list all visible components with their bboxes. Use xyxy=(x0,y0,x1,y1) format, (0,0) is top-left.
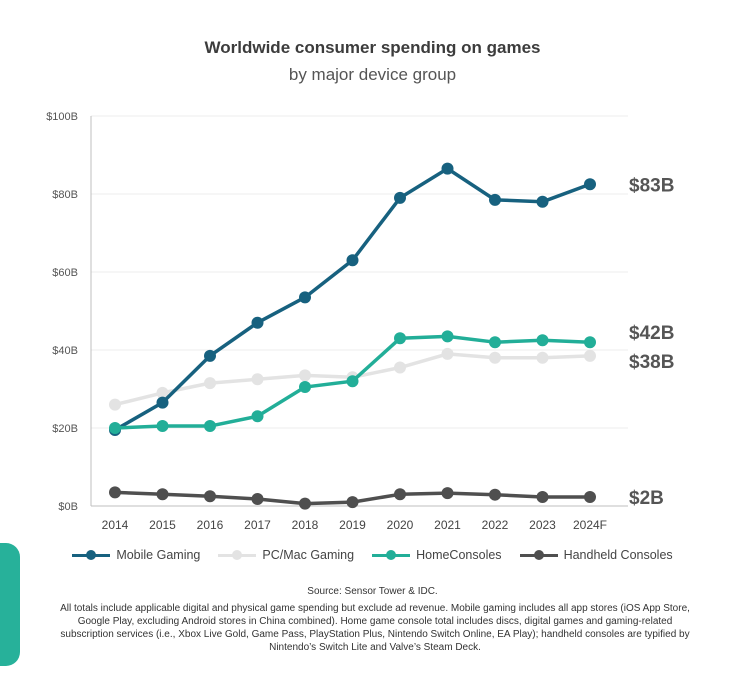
data-point xyxy=(156,488,169,501)
x-tick-label: 2014 xyxy=(102,518,129,532)
x-tick-label: 2024F xyxy=(573,518,607,532)
data-point xyxy=(584,491,596,504)
data-point xyxy=(109,486,121,499)
side-accent-tab xyxy=(0,543,20,666)
data-point xyxy=(251,492,264,505)
data-point xyxy=(299,381,311,394)
data-point xyxy=(204,420,216,433)
data-point xyxy=(394,488,406,501)
x-tick-label: 2021 xyxy=(434,518,461,532)
series xyxy=(109,162,596,510)
data-point xyxy=(204,377,216,390)
data-point xyxy=(441,162,454,175)
end-value-label: $2B xyxy=(629,488,664,509)
x-tick-label: 2018 xyxy=(292,518,319,532)
legend-swatch-dot xyxy=(533,550,544,560)
legend-item: HomeConsoles xyxy=(372,548,502,562)
legend-label: Mobile Gaming xyxy=(116,548,201,562)
data-point xyxy=(109,398,121,411)
legend-swatch-dot xyxy=(86,550,97,560)
legend-swatch xyxy=(72,549,111,561)
data-point xyxy=(156,396,169,409)
x-tick-label: 2019 xyxy=(339,518,366,532)
line-chart: $0B $20B $40B $60B $80B $100B 2014 2015 2016 2017… xyxy=(46,111,674,532)
data-point xyxy=(536,195,549,208)
data-point xyxy=(441,330,454,343)
legend-swatch-dot xyxy=(386,550,397,560)
legend-item: Mobile Gaming xyxy=(72,548,200,562)
legend-swatch xyxy=(372,549,411,561)
data-point xyxy=(489,488,501,501)
data-point xyxy=(584,178,596,191)
legend: Mobile Gaming PC/Mac Gaming HomeConsoles Ha… xyxy=(0,548,745,562)
data-point xyxy=(346,254,359,267)
data-point xyxy=(441,347,454,360)
data-point xyxy=(299,497,311,510)
legend-item: Handheld Consoles xyxy=(519,548,673,562)
data-point xyxy=(346,375,359,388)
data-point xyxy=(251,410,264,423)
legend-item: PC/Mac Gaming xyxy=(218,548,354,562)
end-value-label: $38B xyxy=(629,352,674,373)
chart-title: Worldwide consumer spending on games xyxy=(204,38,541,57)
data-point xyxy=(441,487,454,500)
data-point xyxy=(489,351,501,364)
legend-swatch xyxy=(218,549,257,561)
y-tick-label: $40B xyxy=(52,345,78,357)
chart-subtitle: by major device group xyxy=(288,65,457,84)
axes: $0B $20B $40B $60B $80B $100B 2014 2015 2016 2017… xyxy=(46,111,628,532)
source-note: Source: Sensor Tower & IDC. xyxy=(307,586,438,597)
end-labels: $83B $38B $42B $2B xyxy=(629,175,674,509)
data-point xyxy=(536,491,549,504)
end-value-label: $42B xyxy=(629,323,674,344)
x-tick-label: 2022 xyxy=(482,518,509,532)
legend-swatch-dot xyxy=(232,550,243,560)
data-point xyxy=(394,191,406,204)
data-point xyxy=(584,336,596,349)
data-point xyxy=(394,361,406,374)
y-tick-label: $0B xyxy=(58,501,78,513)
data-point xyxy=(204,490,216,503)
end-value-label: $83B xyxy=(629,175,674,196)
legend-swatch xyxy=(519,549,558,561)
data-point xyxy=(394,332,406,345)
series-line xyxy=(113,166,592,432)
x-tick-label: 2023 xyxy=(529,518,556,532)
data-point xyxy=(204,349,216,362)
legend-label: HomeConsoles xyxy=(416,548,502,562)
y-tick-label: $20B xyxy=(52,423,78,435)
x-tick-label: 2020 xyxy=(387,518,414,532)
data-point xyxy=(489,193,501,206)
data-point xyxy=(536,334,549,347)
data-point xyxy=(156,420,169,433)
x-tick-label: 2015 xyxy=(149,518,176,532)
y-tick-label: $100B xyxy=(46,111,78,123)
gridlines xyxy=(91,115,628,429)
data-point xyxy=(299,291,311,304)
legend-label: Handheld Consoles xyxy=(563,548,673,562)
y-tick-label: $60B xyxy=(52,267,78,279)
x-tick-label: 2016 xyxy=(197,518,224,532)
data-point xyxy=(156,386,169,399)
data-point xyxy=(299,369,311,382)
footnote: All totals include applicable digital an… xyxy=(60,603,690,653)
data-point xyxy=(109,422,121,434)
data-point xyxy=(489,336,501,349)
legend-label: PC/Mac Gaming xyxy=(262,548,355,562)
data-point xyxy=(536,351,549,364)
data-point xyxy=(584,349,596,362)
data-point xyxy=(251,316,264,329)
y-tick-label: $80B xyxy=(52,189,78,201)
data-point xyxy=(251,373,264,386)
data-point xyxy=(346,496,359,509)
x-tick-label: 2017 xyxy=(244,518,271,532)
